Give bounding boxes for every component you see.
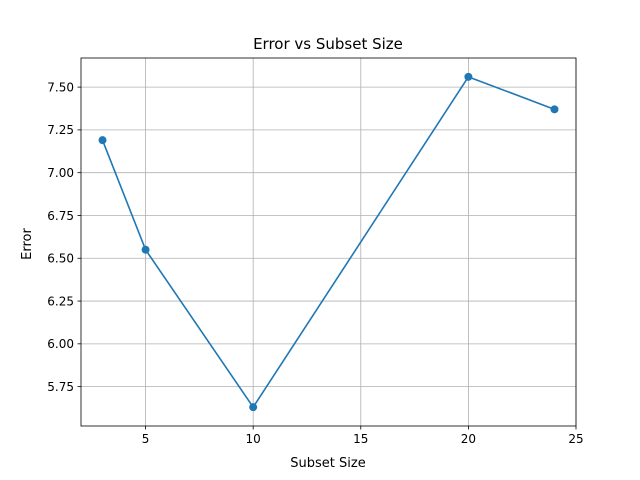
y-tick-label: 7.50 xyxy=(47,80,74,94)
data-point-marker xyxy=(98,136,107,145)
y-tick-label: 6.25 xyxy=(47,294,74,308)
y-tick-label: 6.00 xyxy=(47,337,74,351)
x-tick-label: 15 xyxy=(353,432,368,446)
x-tick-label: 20 xyxy=(461,432,476,446)
x-tick-label: 5 xyxy=(142,432,150,446)
x-tick-label: 25 xyxy=(568,432,583,446)
series-layer xyxy=(98,72,559,412)
ticks: 5 10 15 20 25 5.75 6.00 6.25 6.50 6.75 7.00 7.25 7.5… xyxy=(47,80,583,446)
data-point-marker xyxy=(464,72,473,81)
y-tick-label: 6.50 xyxy=(47,252,74,266)
data-point-marker xyxy=(141,245,150,254)
y-tick-label: 5.75 xyxy=(47,380,74,394)
chart-title: Error vs Subset Size xyxy=(253,35,403,53)
x-axis-label: Subset Size xyxy=(290,456,365,471)
y-axis-label: Error xyxy=(20,228,35,260)
y-tick-label: 7.00 xyxy=(47,166,74,180)
x-tick-label: 10 xyxy=(246,432,261,446)
y-tick-label: 6.75 xyxy=(47,209,74,223)
data-point-marker xyxy=(249,403,258,412)
data-point-marker xyxy=(550,105,559,114)
y-tick-label: 7.25 xyxy=(47,123,74,137)
plot-frame xyxy=(80,57,577,427)
